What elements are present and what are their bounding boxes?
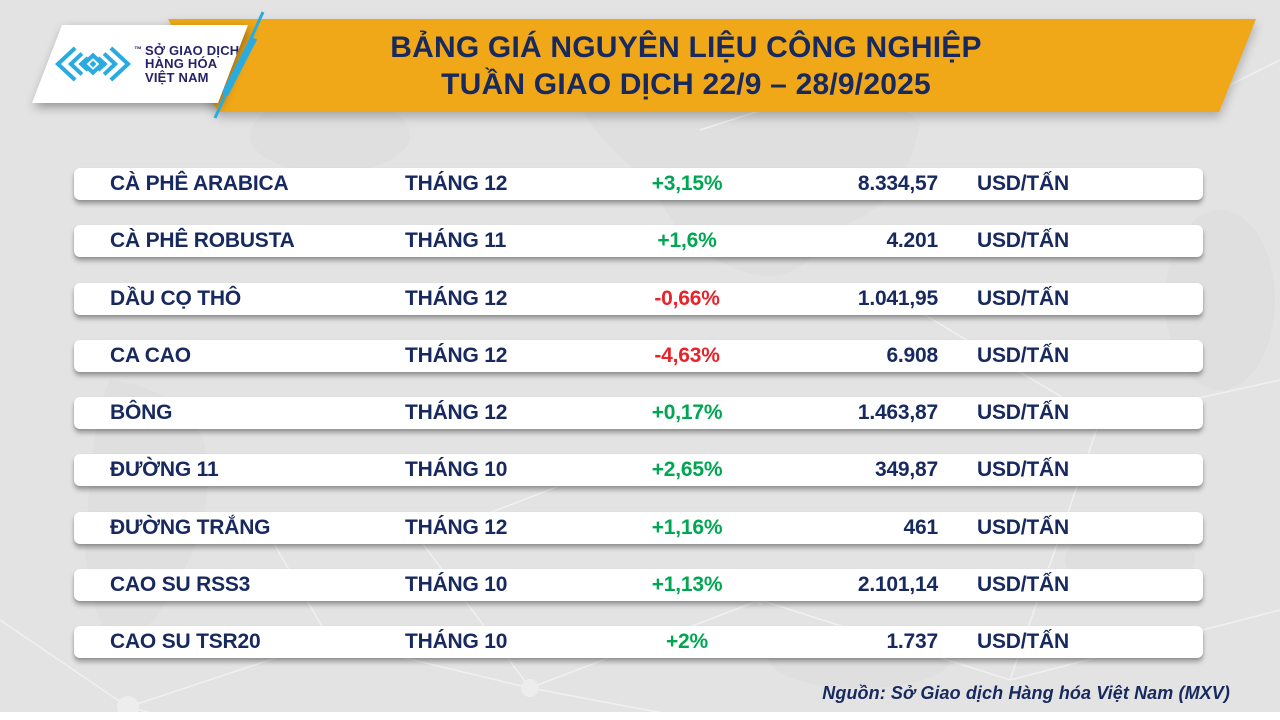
page-title-line2: TUẦN GIAO DỊCH 22/9 – 28/9/2025 <box>441 67 931 101</box>
percent-change: -0,66% <box>654 286 720 310</box>
percent-change: +1,16% <box>651 515 723 539</box>
table-row: CÀ PHÊ ARABICA THÁNG 12 +3,15% 8.334,57 … <box>74 168 1203 200</box>
commodity-name: ĐƯỜNG TRẮNG <box>110 515 271 539</box>
commodity-name: CAO SU TSR20 <box>110 630 261 654</box>
table-row: DẦU CỌ THÔ THÁNG 12 -0,66% 1.041,95 USD/… <box>74 282 1203 315</box>
commodity-name: CAO SU RSS3 <box>110 573 251 597</box>
contract-month: THÁNG 10 <box>405 573 508 597</box>
table-row: BÔNG THÁNG 12 +0,17% 1.463,87 USD/TẤN <box>74 397 1203 430</box>
price-value: 461 <box>903 515 939 539</box>
contract-month: THÁNG 12 <box>405 515 508 539</box>
price-value: 1.041,95 <box>857 286 938 310</box>
percent-change: +2% <box>665 630 708 654</box>
brand-name-line3: VIỆT NAM <box>145 69 209 85</box>
percent-change: +0,17% <box>651 401 723 425</box>
contract-month: THÁNG 12 <box>405 343 508 367</box>
contract-month: THÁNG 12 <box>405 286 508 310</box>
percent-change: +3,15% <box>651 172 723 195</box>
logo-plate: ™ SỞ GIAO DỊCH HÀNG HÓA VIỆT NAM <box>32 25 248 103</box>
commodity-name: CÀ PHÊ ARABICA <box>110 172 289 195</box>
percent-change: +1,13% <box>651 573 723 597</box>
price-value: 8.334,57 <box>857 172 938 195</box>
brand-name: SỞ GIAO DỊCH HÀNG HÓA VIỆT NAM <box>145 44 239 85</box>
price-unit: USD/TẤN <box>977 343 1069 367</box>
contract-month: THÁNG 10 <box>405 630 508 654</box>
table-row: ĐƯỜNG TRẮNG THÁNG 12 +1,16% 461 USD/TẤN <box>74 511 1203 544</box>
source-credit: Nguồn: Sở Giao dịch Hàng hóa Việt Nam (M… <box>822 683 1230 703</box>
price-unit: USD/TẤN <box>977 573 1069 597</box>
table-row: CAO SU RSS3 THÁNG 10 +1,13% 2.101,14 USD… <box>74 569 1203 602</box>
price-value: 1.463,87 <box>857 401 938 425</box>
price-unit: USD/TẤN <box>977 401 1069 425</box>
title-banner: BẢNG GIÁ NGUYÊN LIỆU CÔNG NGHIỆP TUẦN GI… <box>168 19 1256 112</box>
commodity-name: CA CAO <box>110 343 191 367</box>
price-value: 6.908 <box>886 343 938 367</box>
table-row: ĐƯỜNG 11 THÁNG 10 +2,65% 349,87 USD/TẤN <box>74 454 1203 487</box>
price-value: 4.201 <box>886 229 938 253</box>
commodity-name: BÔNG <box>110 401 173 425</box>
price-unit: USD/TẤN <box>977 286 1069 310</box>
table-row: CAO SU TSR20 THÁNG 10 +2% 1.737 USD/TẤN <box>74 626 1203 659</box>
brand-name-line2: HÀNG HÓA <box>145 56 218 72</box>
percent-change: +1,6% <box>657 229 717 253</box>
contract-month: THÁNG 10 <box>405 458 508 482</box>
price-unit: USD/TẤN <box>977 458 1069 482</box>
commodity-name: ĐƯỜNG 11 <box>110 458 219 482</box>
price-value: 349,87 <box>874 458 938 482</box>
trademark-symbol: ™ <box>134 45 142 54</box>
logo-plate-shape: ™ SỞ GIAO DỊCH HÀNG HÓA VIỆT NAM <box>32 25 248 103</box>
bottom-white-strip <box>0 712 1280 720</box>
price-unit: USD/TẤN <box>977 630 1069 654</box>
price-value: 1.737 <box>886 630 938 654</box>
table-row: CA CAO THÁNG 12 -4,63% 6.908 USD/TẤN <box>74 339 1203 372</box>
commodity-name: DẦU CỌ THÔ <box>110 286 241 310</box>
price-value: 2.101,14 <box>857 573 938 597</box>
table-row: CÀ PHÊ ROBUSTA THÁNG 11 +1,6% 4.201 USD/… <box>74 225 1203 258</box>
brand-name-line1: SỞ GIAO DỊCH <box>145 42 240 58</box>
page-title-line1: BẢNG GIÁ NGUYÊN LIỆU CÔNG NGHIỆP <box>390 30 982 64</box>
contract-month: THÁNG 11 <box>405 229 507 253</box>
title-banner-shape: BẢNG GIÁ NGUYÊN LIỆU CÔNG NGHIỆP TUẦN GI… <box>168 19 1256 112</box>
contract-month: THÁNG 12 <box>405 401 508 425</box>
percent-change: -4,63% <box>654 343 720 367</box>
price-unit: USD/TẤN <box>977 229 1069 253</box>
contract-month: THÁNG 12 <box>405 172 508 195</box>
commodity-name: CÀ PHÊ ROBUSTA <box>110 229 295 253</box>
price-unit: USD/TẤN <box>977 515 1069 539</box>
price-table: CÀ PHÊ ARABICA THÁNG 12 +3,15% 8.334,57 … <box>74 168 1203 684</box>
price-unit: USD/TẤN <box>977 172 1069 195</box>
percent-change: +2,65% <box>651 458 723 482</box>
mxv-logo-icon <box>53 45 133 83</box>
